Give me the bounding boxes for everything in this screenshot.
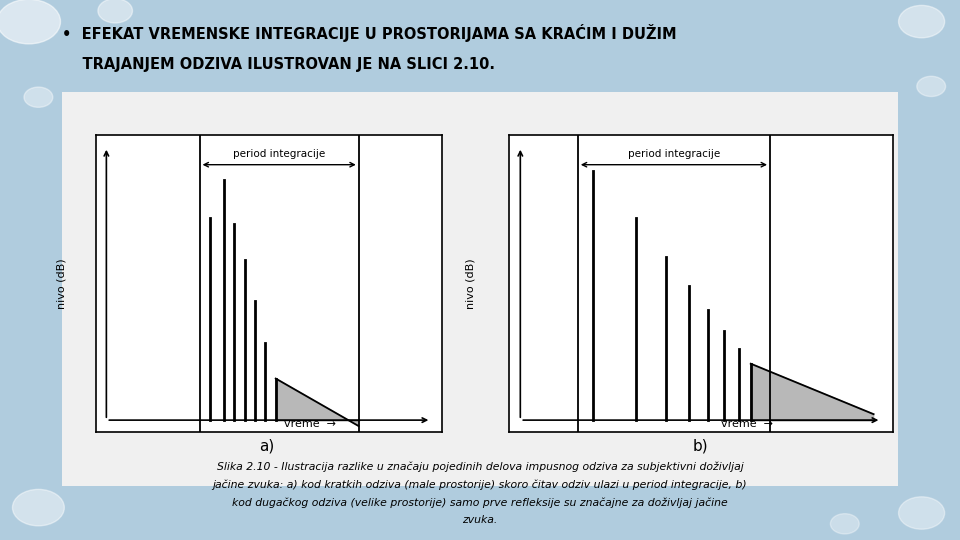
Text: vreme  →: vreme → — [284, 419, 336, 429]
Text: kod dugačkog odziva (velike prostorije) samo prve refleksije su značajne za doži: kod dugačkog odziva (velike prostorije) … — [232, 497, 728, 508]
Text: nivo (dB): nivo (dB) — [466, 258, 475, 309]
Polygon shape — [276, 379, 359, 426]
Text: period integracije: period integracije — [628, 148, 720, 159]
Text: •  EFEKAT VREMENSKE INTEGRACIJE U PROSTORIJAMA SA KRAĆIM I DUŽIM: • EFEKAT VREMENSKE INTEGRACIJE U PROSTOR… — [62, 24, 677, 42]
Polygon shape — [751, 364, 874, 420]
Text: TRAJANJEM ODZIVA ILUSTROVAN JE NA SLICI 2.10.: TRAJANJEM ODZIVA ILUSTROVAN JE NA SLICI … — [62, 57, 495, 72]
Text: nivo (dB): nivo (dB) — [57, 258, 66, 309]
Text: b): b) — [693, 439, 708, 454]
Text: vreme  →: vreme → — [721, 419, 773, 429]
Text: Slika 2.10 - Ilustracija razlike u značaju pojedinih delova impusnog odziva za s: Slika 2.10 - Ilustracija razlike u znača… — [217, 462, 743, 472]
Text: period integracije: period integracije — [233, 148, 325, 159]
Text: zvuka.: zvuka. — [463, 515, 497, 525]
Text: jačine zvuka: a) kod kratkih odziva (male prostorije) skoro čitav odziv ulazi u : jačine zvuka: a) kod kratkih odziva (mal… — [213, 480, 747, 490]
Text: a): a) — [259, 439, 275, 454]
